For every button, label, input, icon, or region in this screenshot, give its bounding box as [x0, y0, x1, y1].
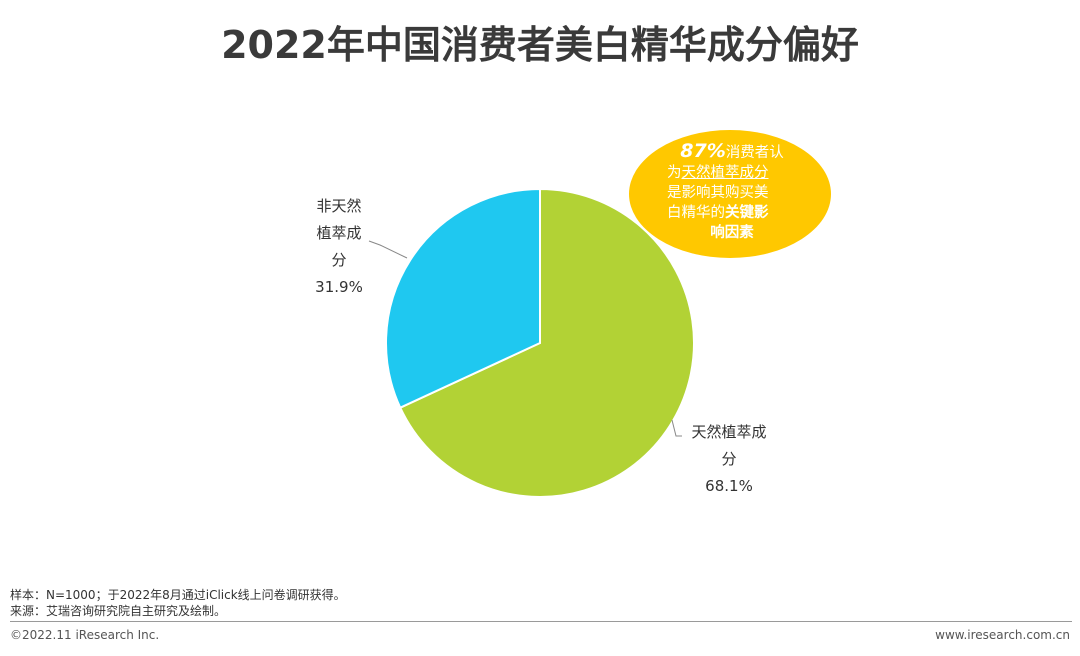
- slice-label-natural-line2: 分: [721, 450, 737, 468]
- callout-text4: 是影响其购买美: [667, 185, 769, 201]
- callout-text5: 白精华的: [667, 205, 725, 221]
- callout-line-2: 为天然植萃成分: [667, 165, 769, 181]
- callout-text7: 响因素: [710, 225, 754, 241]
- copyright: ©2022.11 iResearch Inc.: [10, 628, 160, 642]
- leader-line-non-natural: [368, 240, 408, 259]
- slice-label-non-natural-line1: 非天然: [316, 197, 362, 215]
- leader-line-natural: [671, 419, 682, 437]
- slice-label-non-natural-line2: 植萃成: [316, 224, 362, 242]
- callout-text: 87%消费者认 为天然植萃成分 是影响其购买美 白精华的关键影 响因素: [667, 141, 797, 243]
- callout-text2: 为: [667, 165, 682, 181]
- callout-text6: 关键影: [725, 205, 769, 221]
- callout-line-4: 白精华的关键影: [667, 205, 769, 221]
- website-link[interactable]: www.iresearch.com.cn: [935, 628, 1070, 642]
- callout-text3: 天然植萃成分: [681, 165, 769, 181]
- callout-bubble: [629, 130, 831, 258]
- page-title: 2022年中国消费者美白精华成分偏好: [221, 23, 859, 67]
- footnote-source: 来源：艾瑞咨询研究院自主研究及绘制。: [10, 604, 227, 618]
- pie-slices: [385, 187, 695, 498]
- callout-line-1: 87%消费者认: [667, 141, 797, 163]
- slice-label-natural: 天然植萃成 分 68.1%: [684, 419, 774, 500]
- callout-text1: 消费者认: [725, 145, 784, 161]
- footnote-sample: 样本：N=1000；于2022年8月通过iClick线上问卷调研获得。: [10, 588, 346, 602]
- pie-slice-natural: [398, 187, 695, 498]
- slice-label-natural-line1: 天然植萃成: [691, 423, 767, 441]
- slice-label-non-natural: 非天然 植萃成 分 31.9%: [296, 193, 382, 301]
- slice-value-non-natural: 31.9%: [315, 278, 363, 296]
- slice-label-non-natural-line3: 分: [331, 251, 347, 269]
- slice-value-natural: 68.1%: [705, 477, 753, 495]
- pie-slice-non-natural: [385, 187, 541, 410]
- footer-divider: [10, 621, 1072, 622]
- callout-percent: 87%: [680, 140, 726, 162]
